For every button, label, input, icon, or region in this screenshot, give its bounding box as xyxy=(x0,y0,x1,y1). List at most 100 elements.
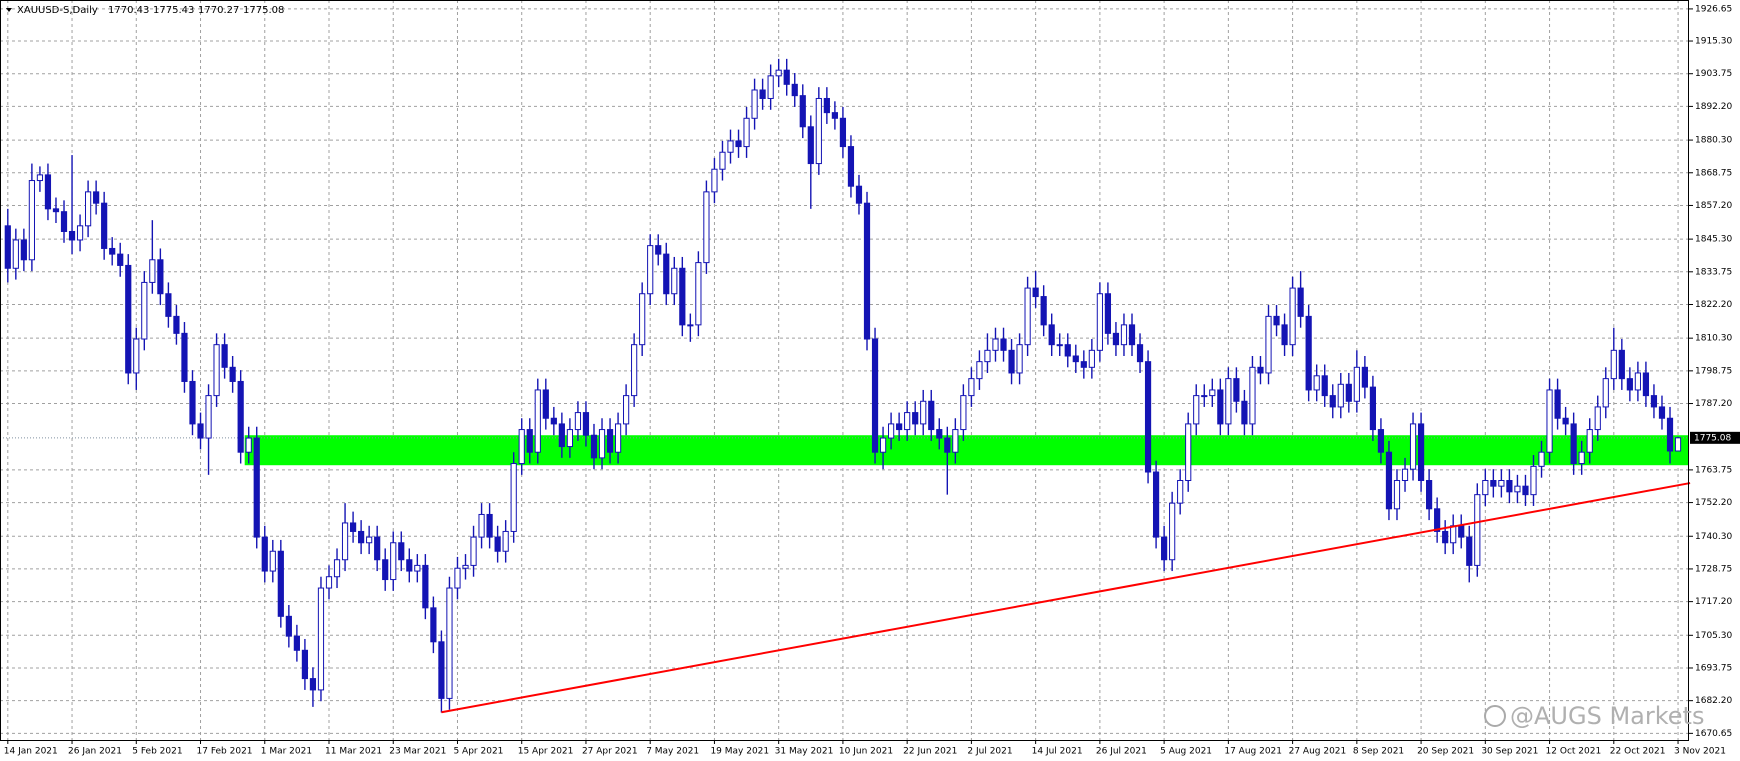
candle-body xyxy=(1177,480,1184,504)
candle-body xyxy=(1570,423,1577,465)
candle-body xyxy=(1128,324,1136,346)
y-tick-label: 1740.30 xyxy=(1695,532,1732,542)
candle-body xyxy=(623,395,630,425)
candle-body xyxy=(237,380,244,453)
candle-body xyxy=(261,536,268,572)
candle-body xyxy=(663,253,670,295)
candle-body xyxy=(695,262,702,326)
y-tick-label: 1903.75 xyxy=(1695,69,1732,79)
y-tick-label: 1787.20 xyxy=(1695,399,1732,409)
candle-body xyxy=(1313,375,1320,391)
candle-body xyxy=(406,559,413,572)
candle-body xyxy=(719,151,726,170)
x-tick-label: 8 Sep 2021 xyxy=(1353,747,1404,757)
x-tick-label: 5 Aug 2021 xyxy=(1160,747,1212,757)
candle-body xyxy=(647,245,654,295)
candle-body xyxy=(430,607,437,643)
y-tick-label: 1717.20 xyxy=(1695,597,1732,607)
candle-body xyxy=(1257,366,1264,374)
candle-body xyxy=(1409,423,1417,470)
candle-body xyxy=(1658,406,1666,419)
candle-body xyxy=(1056,344,1063,347)
candle-body xyxy=(1626,378,1633,391)
x-tick-label: 27 Aug 2021 xyxy=(1289,747,1347,757)
candle-body xyxy=(687,324,694,327)
candle-body xyxy=(839,117,847,148)
candle-body xyxy=(542,389,549,419)
candle-body xyxy=(374,536,381,561)
candle-body xyxy=(1193,395,1200,425)
candle-body xyxy=(1136,344,1144,363)
candle-body xyxy=(446,587,453,699)
y-tick-label: 1763.75 xyxy=(1695,465,1732,475)
candle-body xyxy=(1442,530,1449,544)
y-tick-label: 1810.30 xyxy=(1695,334,1732,344)
candle-body xyxy=(590,434,598,459)
candle-body xyxy=(1618,349,1625,380)
candle-body xyxy=(631,344,638,397)
candle-body xyxy=(1514,485,1521,493)
candle-body xyxy=(382,559,389,581)
candle-body xyxy=(1289,287,1296,346)
candle-body xyxy=(847,146,855,187)
y-tick-label: 1705.30 xyxy=(1695,631,1732,641)
candle-body xyxy=(157,259,164,295)
candle-body xyxy=(366,536,373,544)
menu-triangle[interactable] xyxy=(6,8,12,12)
candle-body xyxy=(1385,451,1393,510)
candle-body xyxy=(1377,429,1385,453)
watermark: @AUGS Markets xyxy=(1484,702,1704,730)
plot-marks xyxy=(0,58,1691,714)
candle-body xyxy=(534,389,541,453)
y-tick-label: 1833.75 xyxy=(1695,267,1732,277)
candle-body xyxy=(896,423,903,431)
candle-body xyxy=(422,564,429,609)
y-tick-label: 1798.75 xyxy=(1695,366,1732,376)
candle-body xyxy=(60,211,68,232)
candle-body xyxy=(582,412,590,436)
candle-body xyxy=(269,550,276,572)
candle-body xyxy=(117,253,124,266)
candle-body xyxy=(1169,502,1176,561)
candle-body xyxy=(703,191,710,264)
candle-body xyxy=(1088,349,1095,368)
candle-body xyxy=(1466,536,1473,566)
candle-body xyxy=(141,281,148,340)
candle-body xyxy=(566,429,573,448)
candle-body xyxy=(1201,395,1208,398)
x-tick-label: 31 May 2021 xyxy=(775,747,834,757)
x-tick-label: 30 Sep 2021 xyxy=(1481,747,1538,757)
candle-body xyxy=(12,239,19,269)
x-tick-label: 5 Feb 2021 xyxy=(132,747,182,757)
candle-body xyxy=(478,513,485,538)
candle-body xyxy=(317,587,325,691)
candle-body xyxy=(783,69,790,85)
candle-body xyxy=(85,191,92,227)
x-tick-label: 3 Nov 2021 xyxy=(1674,747,1726,757)
candle-body xyxy=(1610,349,1617,380)
candle-body xyxy=(1498,480,1505,487)
candle-body xyxy=(438,641,445,699)
candle-body xyxy=(285,615,292,637)
candle-body xyxy=(1642,372,1650,397)
candle-body xyxy=(1000,338,1007,351)
y-tick-label: 1682.20 xyxy=(1695,696,1732,706)
price-label-box xyxy=(1690,431,1740,444)
candle-body xyxy=(349,522,357,532)
support-zone xyxy=(244,435,1690,466)
candle-body xyxy=(863,202,871,340)
candle-body xyxy=(1450,525,1457,544)
candle-body xyxy=(470,536,477,566)
candle-body xyxy=(502,530,509,552)
candle-body xyxy=(928,400,935,431)
candle-body xyxy=(1144,361,1152,473)
candle-body xyxy=(398,542,405,561)
candle-body xyxy=(245,437,252,453)
candle-body xyxy=(205,395,212,439)
candle-body xyxy=(1634,372,1641,391)
watermark-logo xyxy=(1484,705,1506,727)
candle-body xyxy=(333,559,341,578)
candle-body xyxy=(68,230,76,241)
